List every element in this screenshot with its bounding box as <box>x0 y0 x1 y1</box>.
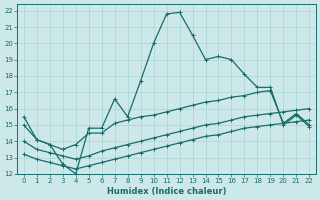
X-axis label: Humidex (Indice chaleur): Humidex (Indice chaleur) <box>107 187 226 196</box>
